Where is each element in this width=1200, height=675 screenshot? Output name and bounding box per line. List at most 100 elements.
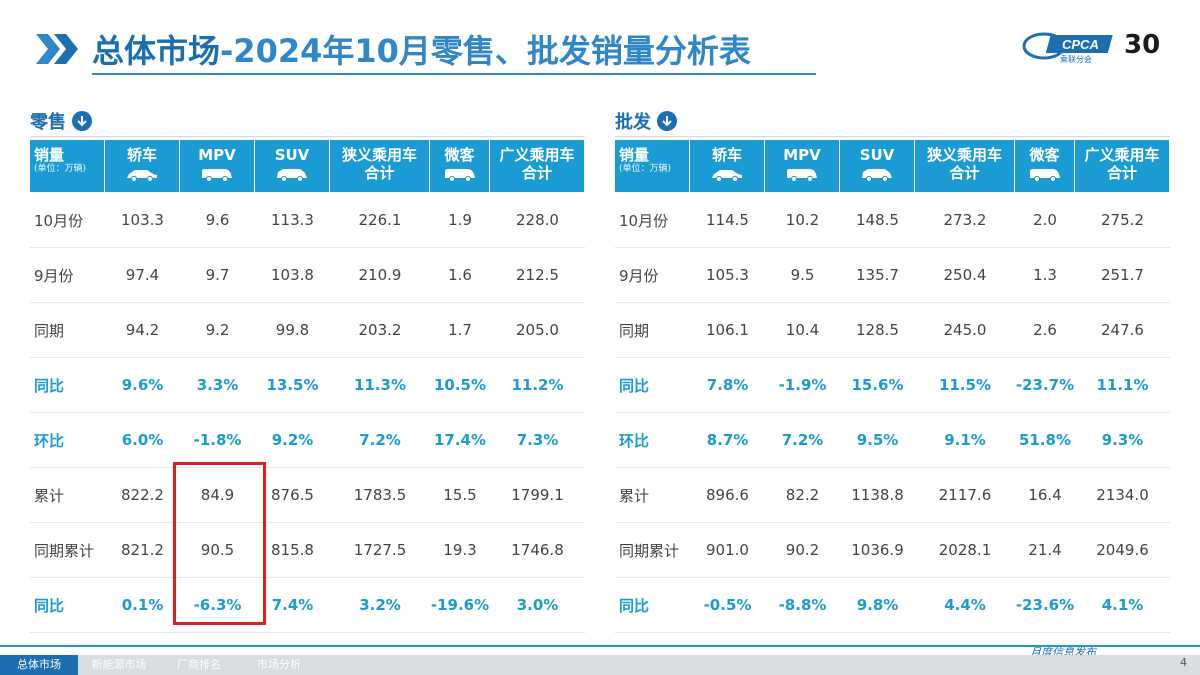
table-cell: 205.0 [490, 303, 585, 358]
table-cell: 1799.1 [490, 468, 585, 523]
table-row: 累计 822.2 84.9 876.5 1783.5 15.5 1799.1 [30, 468, 585, 523]
title-sub: -2024年10月零售、批发销量分析表 [220, 32, 751, 70]
table-cell: 3.0% [490, 578, 585, 633]
table-cell: -1.9% [765, 358, 840, 413]
table-cell: 17.4% [430, 413, 490, 468]
table-row: 同期累计 901.0 90.2 1036.9 2028.1 21.4 2049.6 [615, 523, 1170, 578]
table-cell: -1.8% [180, 413, 255, 468]
title-underline [92, 73, 816, 75]
unit-label: (单位：万辆) [34, 164, 87, 174]
header-cell: 狭义乘用车 合计 [330, 140, 430, 193]
footer-tab[interactable]: 新能源市场 [91, 658, 147, 671]
unit-label: (单位：万辆) [619, 164, 672, 174]
header-cell: 轿车 [690, 140, 765, 193]
column-header: MPV [198, 146, 236, 164]
arrow-down-circle-icon [657, 111, 677, 131]
column-header: 微客 [444, 146, 475, 164]
slide-header: 总体市场-2024年10月零售、批发销量分析表 CPCA 乘联分会 30 [0, 0, 1200, 95]
row-label: 同期 [30, 303, 105, 358]
table-cell: 7.8% [690, 358, 765, 413]
table-cell: 822.2 [105, 468, 180, 523]
table-cell: 0.1% [105, 578, 180, 633]
table-row: 环比 6.0% -1.8% 9.2% 7.2% 17.4% 7.3% [30, 413, 585, 468]
table-cell: 90.2 [765, 523, 840, 578]
header-cell-volume: 销量 (单位：万辆) [615, 140, 690, 193]
header-label: 销量 [34, 146, 65, 164]
suv-car-icon [277, 169, 307, 182]
wholesale-section-label: 批发 [615, 108, 677, 134]
table-cell: 94.2 [105, 303, 180, 358]
table-cell: 250.4 [915, 248, 1015, 303]
footer-line [0, 645, 1200, 647]
wholesale-header-row: 销量 (单位：万辆) 轿车 MPV SUV 狭义乘用车 合计 微客 广义乘用车 合计 [615, 140, 1170, 193]
retail-separator [30, 136, 585, 137]
table-row: 同期 94.2 9.2 99.8 203.2 1.7 205.0 [30, 303, 585, 358]
table-cell: 51.8% [1015, 413, 1075, 468]
table-cell: 3.2% [330, 578, 430, 633]
table-cell: 11.3% [330, 358, 430, 413]
table-cell: 10.2 [765, 193, 840, 248]
column-header: 轿车 [711, 146, 742, 164]
table-cell: 7.2% [765, 413, 840, 468]
double-chevron-icon [36, 34, 78, 64]
header-cell: 广义乘用车 合计 [1075, 140, 1170, 193]
table-cell: 2134.0 [1075, 468, 1170, 523]
table-cell: 9.2 [180, 303, 255, 358]
table-cell: 1.7 [430, 303, 490, 358]
wholesale-table: 销量 (单位：万辆) 轿车 MPV SUV 狭义乘用车 合计 微客 广义乘用车 合计 10月份 11… [615, 140, 1170, 633]
page-title: 总体市场-2024年10月零售、批发销量分析表 [92, 26, 751, 72]
table-row: 同比 -0.5% -8.8% 9.8% 4.4% -23.6% 4.1% [615, 578, 1170, 633]
wholesale-separator [615, 136, 1170, 137]
table-cell: 82.2 [765, 468, 840, 523]
header-cell: 微客 [1015, 140, 1075, 193]
table-cell: 821.2 [105, 523, 180, 578]
table-cell: 1783.5 [330, 468, 430, 523]
table-cell: 13.5% [255, 358, 330, 413]
row-label: 同期 [615, 303, 690, 358]
header-cell: 狭义乘用车 合计 [915, 140, 1015, 193]
column-header: 狭义乘用车 合计 [926, 146, 1002, 182]
table-cell: -23.7% [1015, 358, 1075, 413]
van-car-icon [202, 169, 232, 182]
footer-tab[interactable]: 厂商排名 [177, 658, 221, 671]
column-header: MPV [783, 146, 821, 164]
column-header: SUV [859, 146, 895, 164]
column-header: 广义乘用车 合计 [499, 146, 575, 182]
row-label: 9月份 [30, 248, 105, 303]
table-cell: 105.3 [690, 248, 765, 303]
table-cell: -6.3% [180, 578, 255, 633]
table-cell: 16.4 [1015, 468, 1075, 523]
table-cell: 148.5 [840, 193, 915, 248]
table-cell: 245.0 [915, 303, 1015, 358]
table-cell: 11.2% [490, 358, 585, 413]
table-cell: -19.6% [430, 578, 490, 633]
table-cell: 815.8 [255, 523, 330, 578]
row-label: 累计 [615, 468, 690, 523]
footer-tab[interactable]: 总体市场 [0, 655, 78, 675]
header-cell: 微客 [430, 140, 490, 193]
row-label: 同比 [615, 358, 690, 413]
table-row: 同比 0.1% -6.3% 7.4% 3.2% -19.6% 3.0% [30, 578, 585, 633]
row-label: 同比 [30, 358, 105, 413]
footer-tab[interactable]: 市场分析 [257, 658, 301, 671]
arrow-down-circle-icon [72, 111, 92, 131]
table-cell: 90.5 [180, 523, 255, 578]
table-row: 同比 9.6% 3.3% 13.5% 11.3% 10.5% 11.2% [30, 358, 585, 413]
van-car-icon [1029, 169, 1060, 182]
row-label: 环比 [615, 413, 690, 468]
svg-text:乘联分会: 乘联分会 [1060, 54, 1092, 64]
table-cell: 228.0 [490, 193, 585, 248]
svg-text:CPCA: CPCA [1062, 37, 1099, 52]
column-header: 狭义乘用车 合计 [341, 146, 417, 182]
header-cell: MPV [180, 140, 255, 193]
table-cell: 2028.1 [915, 523, 1015, 578]
retail-label-text: 零售 [30, 112, 66, 133]
footer-nav-bar [0, 655, 1200, 675]
sedan-car-icon [127, 170, 157, 182]
table-cell: 247.6 [1075, 303, 1170, 358]
table-cell: 10.5% [430, 358, 490, 413]
table-cell: 9.5 [765, 248, 840, 303]
header-cell: 轿车 [105, 140, 180, 193]
row-label: 同期累计 [615, 523, 690, 578]
table-cell: 8.7% [690, 413, 765, 468]
